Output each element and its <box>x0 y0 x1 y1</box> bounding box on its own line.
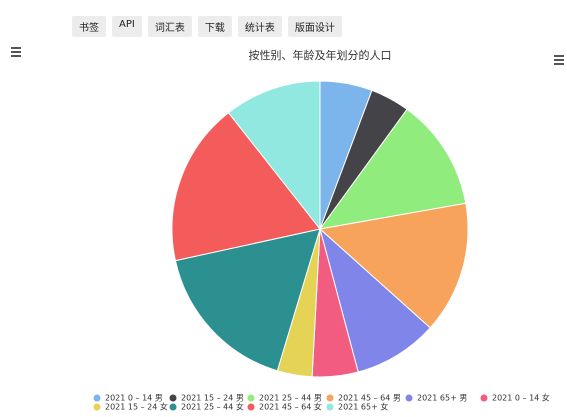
legend-swatch <box>326 394 334 402</box>
legend-label: 2021 45 – 64 男 <box>338 394 401 403</box>
pie-slice <box>318 108 467 230</box>
legend-swatch <box>169 394 177 402</box>
legend-swatch <box>247 403 255 411</box>
menu-right[interactable] <box>554 55 564 65</box>
toolbar-button[interactable]: 书签 <box>72 16 106 37</box>
legend-swatch <box>480 394 488 402</box>
legend-label: 2021 15 – 24 男 <box>181 394 244 403</box>
toolbar-button[interactable]: 词汇表 <box>147 16 192 37</box>
toolbar: 书签 API 词汇表 下载 统计表 版面设计 <box>72 16 342 37</box>
pie-slice <box>227 80 321 231</box>
menu-left[interactable] <box>11 47 21 57</box>
legend-label: 2021 15 – 24 女 <box>105 402 168 412</box>
pie-slice <box>318 202 469 329</box>
legend-swatch <box>247 394 255 402</box>
pie-slice <box>171 111 321 262</box>
toolbar-button[interactable]: API <box>112 16 142 37</box>
toolbar-button[interactable]: 下载 <box>197 16 232 37</box>
legend-label: 2021 65+ 男 <box>417 394 467 403</box>
toolbar-button[interactable]: 版面设计 <box>287 16 342 37</box>
pie-slice <box>174 228 321 372</box>
pie-slice <box>319 227 431 373</box>
legend-label: 2021 45 – 64 女 <box>259 402 322 412</box>
chart-title: 按性别、年龄及年划分的人口 <box>249 48 392 62</box>
legend-label: 2021 0 – 14 女 <box>492 393 550 403</box>
legend-swatch <box>405 394 413 402</box>
legend-label: 2021 25 – 44 男 <box>259 394 322 403</box>
legend-label: 2021 0 – 14 男 <box>105 394 163 403</box>
legend-swatch <box>326 403 334 411</box>
toolbar-button[interactable]: 统计表 <box>237 16 282 37</box>
legend-label: 2021 25 – 44 女 <box>181 402 244 412</box>
legend-swatch <box>93 394 101 402</box>
legend-swatch <box>169 403 177 411</box>
legend-swatch <box>93 403 101 411</box>
legend-label: 2021 65+ 女 <box>338 402 388 412</box>
